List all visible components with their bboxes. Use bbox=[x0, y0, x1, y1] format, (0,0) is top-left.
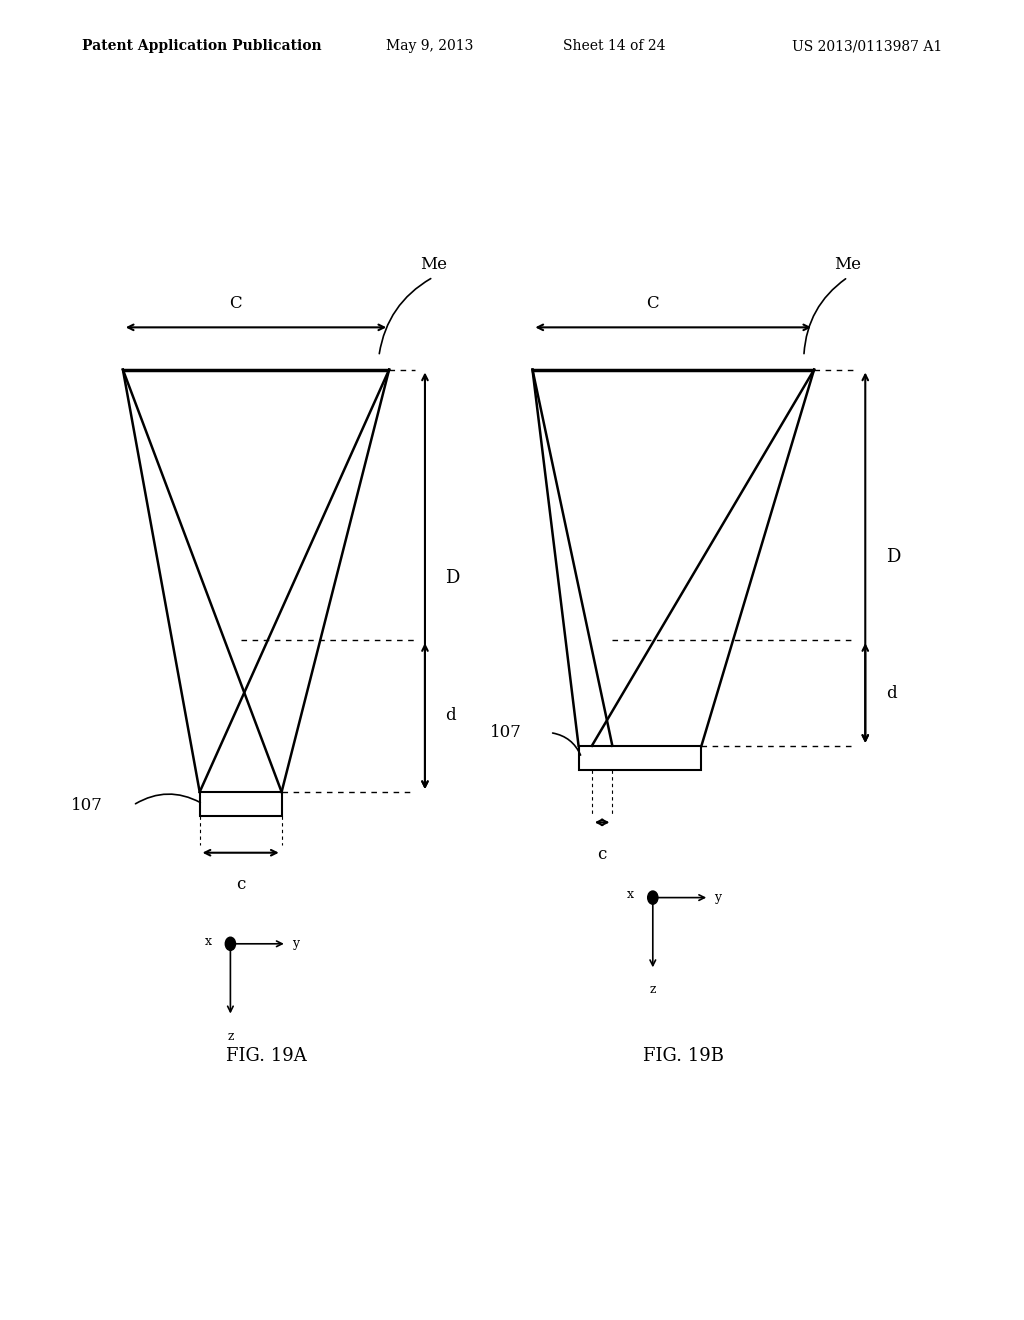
Text: x: x bbox=[627, 888, 634, 902]
Text: 107: 107 bbox=[490, 725, 522, 741]
Text: Patent Application Publication: Patent Application Publication bbox=[82, 40, 322, 53]
Bar bbox=[579, 746, 701, 770]
Circle shape bbox=[225, 937, 236, 950]
Text: c: c bbox=[597, 846, 607, 863]
Text: D: D bbox=[445, 569, 460, 587]
Text: z: z bbox=[649, 983, 656, 997]
Text: D: D bbox=[886, 548, 900, 566]
Text: y: y bbox=[715, 891, 721, 904]
Text: d: d bbox=[445, 708, 456, 723]
Text: C: C bbox=[646, 294, 659, 312]
Text: Me: Me bbox=[835, 256, 861, 273]
Circle shape bbox=[647, 891, 658, 904]
Text: Me: Me bbox=[420, 256, 446, 273]
Text: y: y bbox=[292, 937, 299, 950]
Text: US 2013/0113987 A1: US 2013/0113987 A1 bbox=[792, 40, 942, 53]
Text: z: z bbox=[227, 1030, 233, 1043]
Text: 107: 107 bbox=[71, 797, 102, 813]
Bar bbox=[200, 792, 282, 816]
Text: Sheet 14 of 24: Sheet 14 of 24 bbox=[563, 40, 666, 53]
Text: d: d bbox=[886, 685, 896, 701]
Text: C: C bbox=[229, 294, 242, 312]
Text: FIG. 19B: FIG. 19B bbox=[643, 1047, 724, 1065]
Text: FIG. 19A: FIG. 19A bbox=[226, 1047, 306, 1065]
Text: May 9, 2013: May 9, 2013 bbox=[386, 40, 474, 53]
Text: c: c bbox=[236, 876, 246, 894]
Text: x: x bbox=[205, 935, 211, 948]
